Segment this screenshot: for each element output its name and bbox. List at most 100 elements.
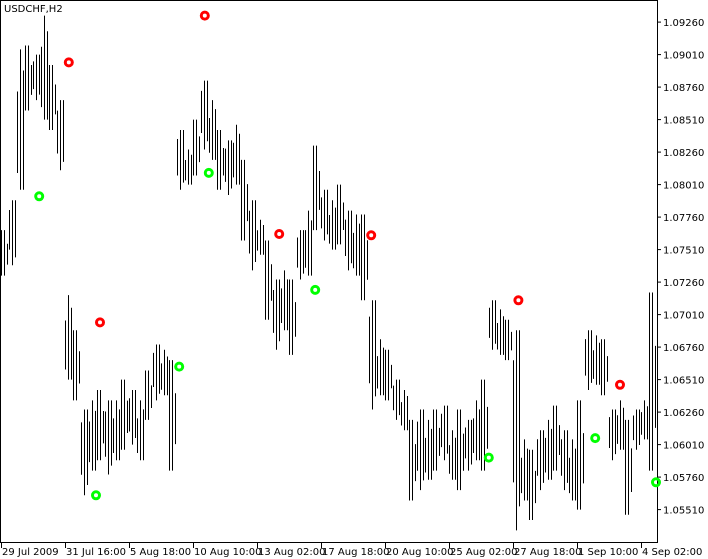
ohlc-bar [9,200,16,266]
ohlc-bar [73,330,80,401]
ohlc-bar [313,145,320,231]
y-tick-label: 1.08760 [663,83,704,94]
y-tick-label: 1.06760 [663,343,704,354]
x-tick-label: 4 Sep 02:00 [642,547,702,558]
ohlc-bar [545,419,552,480]
y-tick-label: 1.05760 [663,473,704,484]
ohlc-bar [337,184,344,245]
ohlc-bars [1,15,656,531]
ohlc-bar [305,210,312,276]
ohlc-bar [489,300,496,350]
y-tick-label: 1.07760 [663,213,704,224]
ohlc-bar [241,159,248,241]
ohlc-bar [289,279,296,355]
y-tick-label: 1.09260 [663,18,704,29]
ohlc-bar [529,449,536,520]
y-tick-label: 1.09010 [663,51,704,62]
y-tick-label: 1.05510 [663,506,704,517]
ohlc-bar [465,419,472,471]
buy-signal-marker [310,284,321,295]
y-tick-label: 1.06010 [663,441,704,452]
ohlc-bar [609,409,616,461]
ohlc-bar [377,339,384,396]
ohlc-bar [81,409,88,496]
ohlc-bar [537,430,544,491]
ohlc-bar [441,405,448,461]
sell-signal-marker [199,10,210,21]
y-tick-label: 1.08510 [663,116,704,127]
ohlc-bar [569,439,576,501]
x-tick-label: 5 Aug 18:00 [130,547,191,558]
x-tick-label: 27 Aug 18:00 [514,547,581,558]
ohlc-bar [17,49,24,190]
ohlc-bar [345,210,352,271]
y-tick-label: 1.08010 [663,181,704,192]
x-tick-label: 25 Aug 02:00 [450,547,517,558]
sell-signal-marker [274,229,285,239]
ohlc-bar [617,400,624,450]
ohlc-bar [425,419,432,480]
ohlc-bar [409,419,416,501]
ohlc-bar [297,230,304,280]
ohlc-bar [497,309,504,355]
x-tick-label: 29 Jul 2009 [2,547,59,558]
ohlc-bar [473,400,480,461]
ohlc-bar [121,379,128,450]
ohlc-bar [449,430,456,480]
buy-signal-marker [174,361,185,372]
ohlc-bar [209,100,216,160]
y-tick-label: 1.07260 [663,278,704,289]
ohlc-bar [33,54,40,101]
ohlc-bar [505,319,512,361]
chart-title: USDCHF,H2 [4,4,63,15]
ohlc-bar [353,214,360,276]
ohlc-bar [401,390,408,431]
buy-signal-marker [203,167,214,178]
ohlc-bar [177,130,184,190]
buy-signal-marker [590,433,601,444]
ohlc-bar [49,65,56,130]
x-tick-label: 31 Jul 16:00 [66,547,126,558]
sell-signal-marker [366,230,377,241]
x-tick-label: 13 Aug 02:00 [258,547,325,558]
ohlc-bar [385,349,392,401]
ohlc-bar [457,409,464,491]
ohlc-bar [321,189,328,241]
y-tick-label: 1.06510 [663,376,704,387]
ohlc-bar [257,219,264,255]
ohlc-bar [217,130,224,190]
ohlc-bar [161,349,168,396]
ohlc-bar [113,400,120,461]
ohlc-bar [393,379,400,420]
ohlc-bar [97,390,104,461]
ohlc-bar [89,400,96,471]
ohlc-bar [193,119,200,176]
ohlc-bar [433,409,440,471]
ohlc-bar [513,330,520,531]
ohlc-bar [593,335,600,385]
ohlc-bar [585,330,592,390]
buy-signal-marker [34,191,45,202]
ohlc-bar [129,390,136,445]
ohlc-bar [601,339,608,396]
buy-signal-marker [91,490,101,501]
plot-area-frame [0,0,658,543]
sell-signal-marker [95,317,105,328]
time-axis: 29 Jul 2009 31 Jul 16:00 5 Aug 18:00 10 Aug… [1,543,702,558]
ohlc-bar [625,419,632,515]
buy-signal-marker [651,477,661,488]
y-tick-label: 1.07510 [663,246,704,257]
x-tick-label: 1 Sep 10:00 [578,547,638,558]
ohlc-bar [225,140,232,195]
ohlc-bar [641,400,648,440]
ohlc-bar [185,149,192,185]
buy-signal-marker [483,452,494,463]
ohlc-bar [361,214,368,301]
ohlc-bar [201,80,208,150]
ohlc-bar [249,200,256,271]
sell-signal-marker [513,295,524,306]
ohlc-bar [369,300,376,410]
ohlc-bar [233,124,240,185]
ohlc-bar [41,15,48,120]
